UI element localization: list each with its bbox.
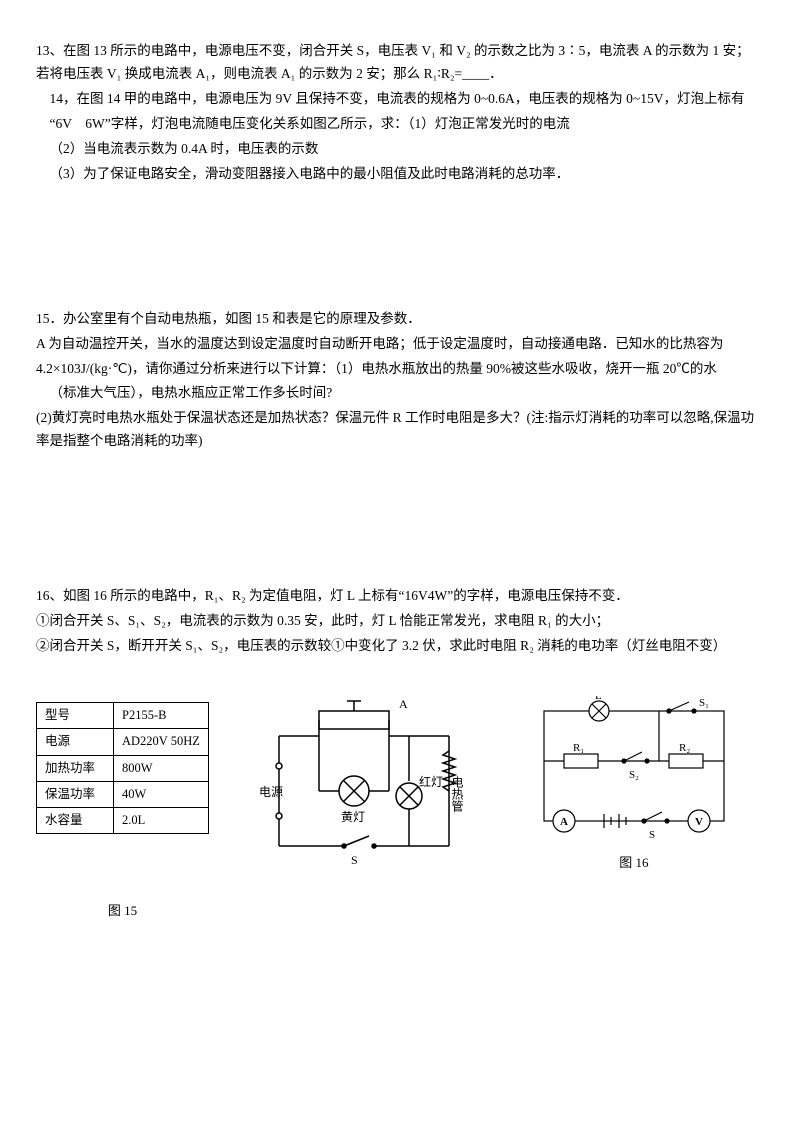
label-A: A bbox=[399, 697, 408, 711]
cell: 40W bbox=[114, 781, 209, 807]
cell: 800W bbox=[114, 755, 209, 781]
label-dianre: 电热管 bbox=[450, 776, 464, 813]
table-row: 加热功率800W bbox=[37, 755, 209, 781]
label-huang: 黄灯 bbox=[341, 810, 365, 824]
q15-l4: （标准大气压），电热水瓶应正常工作多长时间? bbox=[36, 382, 757, 405]
cell: 电源 bbox=[37, 729, 114, 755]
q16-l3: ②闭合开关 S，断开开关 S₁、S₂，电压表的示数较①中变化了 3.2 伏，求此… bbox=[36, 635, 757, 658]
spec-table: 型号P2155-B 电源AD220V 50HZ 加热功率800W 保温功率40W… bbox=[36, 702, 209, 834]
q14-l3: （2）当电流表示数为 0.4A 时，电压表的示数 bbox=[36, 138, 757, 161]
figure-row: 型号P2155-B 电源AD220V 50HZ 加热功率800W 保温功率40W… bbox=[36, 696, 757, 922]
q15-l3: 4.2×103J/(kg·℃)，请你通过分析来进行以下计算：（1）电热水瓶放出的… bbox=[36, 358, 757, 381]
fig16-diagram: L S₁ R₁ S₂ R₂ A S V 图 16 bbox=[529, 696, 739, 874]
table-row: 水容量2.0L bbox=[37, 808, 209, 834]
spec-table-wrap: 型号P2155-B 电源AD220V 50HZ 加热功率800W 保温功率40W… bbox=[36, 696, 209, 922]
q14-l2: “6V 6W”字样，灯泡电流随电压变化关系如图乙所示，求：（1）灯泡正常发光时的… bbox=[36, 113, 757, 136]
table-row: 型号P2155-B bbox=[37, 703, 209, 729]
cell: 型号 bbox=[37, 703, 114, 729]
q14-l1: 14，在图 14 甲的电路中，电源电压为 9V 且保持不变，电流表的规格为 0~… bbox=[36, 88, 757, 111]
q16-l1: 16、如图 16 所示的电路中，R₁、R₂ 为定值电阻，灯 L 上标有“16V4… bbox=[36, 585, 757, 608]
q15-l5: (2)黄灯亮时电热水瓶处于保温状态还是加热状态？保温元件 R 工作时电阻是多大？… bbox=[36, 407, 757, 453]
fig15-caption: 图 15 bbox=[108, 900, 137, 922]
label-S1: S₁ bbox=[699, 697, 709, 709]
label-Vmeter: V bbox=[695, 816, 703, 828]
q15-l2: A 为自动温控开关，当水的温度达到设定温度时自动断开电路；低于设定温度时，自动接… bbox=[36, 333, 757, 356]
q16-l2: ①闭合开关 S、S₁、S₂，电流表的示数为 0.35 安，此时，灯 L 恰能正常… bbox=[36, 610, 757, 633]
label-dianyuan: 电源 bbox=[259, 785, 283, 799]
q14-l4: （3）为了保证电路安全，滑动变阻器接入电路中的最小阻值及此时电路消耗的总功率． bbox=[36, 163, 757, 186]
cell: AD220V 50HZ bbox=[114, 729, 209, 755]
cell: 保温功率 bbox=[37, 781, 114, 807]
label-R1: R₁ bbox=[573, 742, 584, 754]
table-row: 保温功率40W bbox=[37, 781, 209, 807]
cell: 加热功率 bbox=[37, 755, 114, 781]
label-S2: S₂ bbox=[629, 769, 639, 781]
cell: P2155-B bbox=[114, 703, 209, 729]
table-row: 电源AD220V 50HZ bbox=[37, 729, 209, 755]
fig15-diagram: A 电源 黄灯 红灯 电热管 S bbox=[259, 696, 479, 876]
cell: 水容量 bbox=[37, 808, 114, 834]
label-Sbtm: S bbox=[649, 829, 655, 841]
label-R2: R₂ bbox=[679, 742, 690, 754]
q15-l1: 15．办公室里有个自动电热瓶，如图 15 和表是它的原理及参数． bbox=[36, 308, 757, 331]
cell: 2.0L bbox=[114, 808, 209, 834]
label-hong: 红灯 bbox=[419, 774, 443, 789]
label-L: L bbox=[595, 696, 602, 702]
label-Ameter: A bbox=[560, 816, 568, 828]
fig16-caption: 图 16 bbox=[619, 852, 648, 874]
q13-text: 13、在图 13 所示的电路中，电源电压不变，闭合开关 S，电压表 V₁ 和 V… bbox=[36, 40, 757, 86]
label-S: S bbox=[351, 853, 358, 867]
